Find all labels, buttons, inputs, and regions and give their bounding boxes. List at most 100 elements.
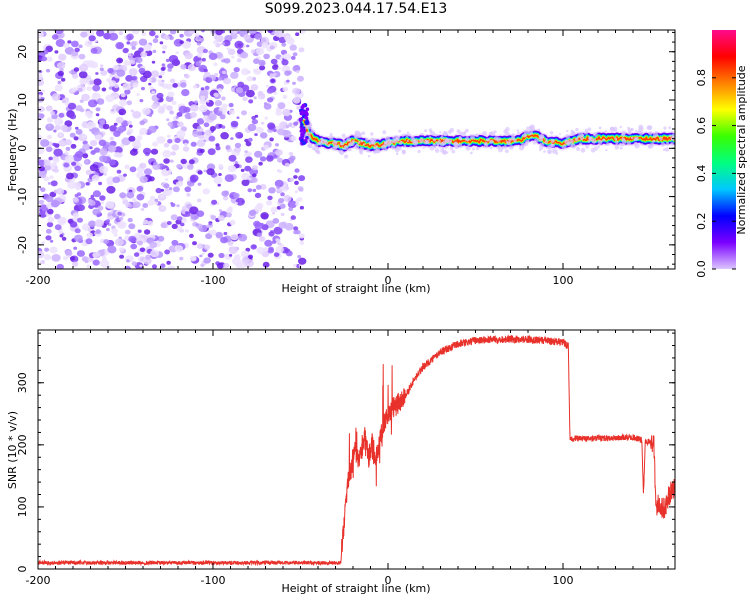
signal-speck — [493, 130, 497, 134]
noise-blob — [166, 105, 173, 111]
noise-blob — [38, 171, 47, 179]
noise-blob — [41, 56, 48, 62]
signal-speck — [609, 126, 615, 132]
noise-blob — [170, 203, 176, 207]
noise-blob — [159, 70, 165, 76]
noise-blob — [190, 112, 197, 118]
noise-blob — [57, 217, 67, 226]
noise-blob — [134, 252, 140, 257]
noise-blob — [217, 215, 225, 222]
noise-blob — [117, 222, 124, 229]
signal-speck — [549, 131, 554, 135]
noise-blob — [54, 165, 58, 169]
signal-speck — [305, 131, 311, 137]
noise-blob — [143, 43, 152, 52]
noise-blob — [218, 163, 224, 168]
noise-blob — [169, 78, 176, 84]
noise-blob — [48, 156, 53, 161]
noise-blob — [255, 184, 262, 190]
signal-speck — [664, 147, 670, 152]
noise-blob — [53, 129, 57, 133]
signal-speck — [460, 131, 466, 137]
signal-speck — [391, 144, 396, 150]
noise-blob — [166, 221, 172, 225]
noise-blob — [261, 121, 265, 125]
noise-blob — [258, 96, 261, 99]
noise-blob — [129, 41, 137, 47]
noise-blob — [208, 222, 212, 226]
noise-blob — [111, 108, 115, 112]
noise-blob — [205, 77, 213, 83]
noise-blob — [142, 70, 152, 79]
signal-speck — [459, 137, 462, 141]
signal-speck — [324, 141, 329, 145]
signal-speck — [570, 131, 576, 137]
noise-blob — [273, 91, 278, 95]
signal-speck — [342, 139, 346, 143]
noise-blob — [50, 199, 60, 208]
noise-blob — [38, 78, 44, 86]
noise-blob — [165, 188, 169, 192]
noise-blob — [49, 175, 54, 180]
noise-blob — [52, 157, 60, 164]
noise-blob — [45, 195, 54, 203]
noise-blob — [45, 228, 52, 234]
noise-blob — [287, 200, 297, 209]
signal-speck — [544, 140, 548, 144]
signal-speck — [635, 136, 639, 141]
noise-blob — [251, 119, 258, 125]
signal-speck — [543, 150, 546, 153]
noise-blob — [101, 87, 107, 92]
signal-speck — [652, 140, 656, 143]
noise-blob — [61, 236, 67, 241]
noise-blob — [164, 178, 169, 181]
signal-speck — [663, 148, 666, 152]
bottom-xtick-label: -100 — [201, 574, 226, 587]
signal-speck — [388, 139, 392, 143]
noise-blob — [49, 246, 58, 254]
noise-blob — [230, 71, 239, 79]
noise-blob — [223, 77, 232, 85]
noise-blob — [131, 261, 138, 266]
noise-blob — [252, 173, 257, 178]
noise-blob — [47, 117, 54, 123]
signal-speck — [456, 129, 461, 134]
noise-blob — [273, 226, 283, 235]
noise-blob — [87, 99, 98, 108]
signal-speck — [575, 146, 581, 152]
noise-blob — [132, 111, 142, 119]
noise-blob — [166, 168, 170, 171]
noise-blob — [203, 122, 210, 128]
signal-speck — [669, 134, 672, 137]
noise-blob — [54, 213, 61, 220]
noise-blob — [199, 38, 205, 42]
noise-blob — [51, 34, 59, 40]
noise-blob — [148, 125, 157, 134]
noise-blob — [252, 188, 257, 192]
noise-blob — [115, 41, 125, 50]
signal-speck — [639, 130, 644, 136]
noise-blob — [132, 30, 136, 33]
noise-blob — [47, 208, 54, 215]
signal-speck — [483, 143, 489, 149]
noise-blob — [213, 92, 219, 98]
noise-blob — [289, 44, 297, 51]
signal-speck — [621, 130, 627, 136]
noise-blob — [151, 90, 156, 94]
noise-blob — [197, 125, 202, 130]
signal-speck — [341, 147, 344, 150]
signal-speck — [343, 145, 349, 151]
noise-blob — [94, 134, 103, 141]
signal-speck — [398, 129, 402, 133]
noise-blob — [57, 80, 62, 85]
signal-speck — [648, 131, 653, 136]
noise-blob — [64, 139, 72, 146]
noise-blob — [162, 149, 172, 158]
noise-blob — [58, 139, 67, 147]
noise-blob — [142, 203, 149, 208]
noise-blob — [232, 257, 241, 266]
noise-blob — [154, 198, 159, 202]
noise-blob — [139, 264, 143, 268]
signal-speck — [387, 144, 391, 148]
noise-blob — [45, 105, 53, 112]
